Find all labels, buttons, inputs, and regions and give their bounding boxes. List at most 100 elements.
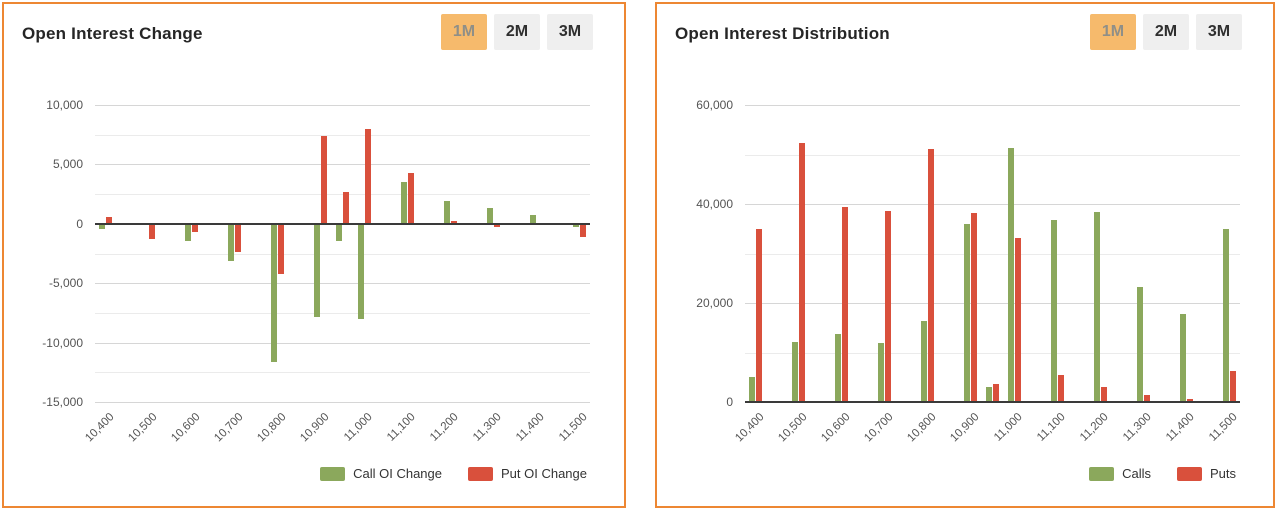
bar-call-10900[interactable]: [314, 224, 320, 317]
bar-call-10800[interactable]: [271, 224, 277, 362]
bar-put-11100[interactable]: [408, 173, 414, 223]
bar-put-10950[interactable]: [993, 384, 999, 402]
gridline: [745, 204, 1240, 205]
bar-call-10400[interactable]: [749, 377, 755, 402]
legend-swatch: [1176, 466, 1202, 481]
x-axis-tick-label: 11,500: [556, 411, 590, 444]
gridline: [95, 283, 590, 284]
x-axis-tick-label: 10,700: [212, 411, 246, 445]
gridline: [95, 164, 590, 165]
x-axis-tick-label: 10,500: [775, 411, 810, 445]
range-button-group: 1M 2M 3M: [1090, 14, 1242, 50]
bar-call-10500[interactable]: [792, 342, 798, 402]
range-button-1m[interactable]: 1M: [441, 14, 487, 50]
bar-put-10600[interactable]: [192, 224, 198, 232]
bar-call-11500[interactable]: [573, 224, 579, 227]
bar-put-10800[interactable]: [928, 149, 934, 402]
bar-put-10400[interactable]: [756, 229, 762, 402]
range-button-group: 1M 2M 3M: [441, 14, 593, 50]
bar-call-11400[interactable]: [530, 215, 536, 223]
x-axis-tick-label: 10,400: [732, 411, 767, 445]
legend-label: Calls: [1122, 466, 1151, 481]
oi-distribution-panel: Open Interest Distribution 1M 2M 3M 60,0…: [655, 2, 1275, 508]
bar-call-11400[interactable]: [1180, 314, 1186, 402]
x-axis-tick-label: 10,500: [125, 411, 160, 445]
bar-put-10700[interactable]: [235, 224, 241, 252]
x-axis-line: [95, 223, 590, 225]
gridline: [95, 105, 590, 106]
bar-put-11500[interactable]: [1230, 371, 1236, 402]
bar-call-11200[interactable]: [1094, 212, 1100, 402]
bar-call-10900[interactable]: [964, 224, 970, 402]
y-axis-tick-label: -15,000: [42, 395, 83, 409]
gridline: [745, 155, 1240, 156]
bar-put-10500[interactable]: [149, 224, 155, 239]
bar-put-11100[interactable]: [1058, 375, 1064, 402]
oi-change-panel: Open Interest Change 1M 2M 3M 10,000 5,00…: [2, 2, 626, 508]
x-axis-tick-label: 11,100: [1034, 411, 1068, 444]
x-axis-tick-label: 10,700: [862, 411, 896, 445]
bar-put-10600[interactable]: [842, 207, 848, 402]
legend-item[interactable]: Call OI Change: [320, 466, 442, 481]
range-button-1m[interactable]: 1M: [1090, 14, 1136, 50]
bar-put-11300[interactable]: [494, 224, 500, 227]
oi-distribution-legend: Calls Puts: [1089, 466, 1236, 481]
bar-put-10500[interactable]: [799, 143, 805, 402]
bar-put-10400[interactable]: [106, 217, 112, 224]
bar-put-11000[interactable]: [365, 129, 371, 223]
bar-call-11500[interactable]: [1223, 229, 1229, 402]
y-axis-tick-label: 0: [76, 217, 83, 231]
bar-call-11200[interactable]: [444, 201, 450, 224]
bar-put-11400[interactable]: [1187, 399, 1193, 402]
legend-item[interactable]: Calls: [1089, 466, 1151, 481]
bar-put-10700[interactable]: [885, 211, 891, 402]
legend-item[interactable]: Puts: [1176, 466, 1236, 481]
x-axis-tick-label: 11,100: [384, 411, 418, 444]
gridline: [745, 105, 1240, 106]
oi-change-chart: 10,000 5,000 0 -5,000 -10,000 -15,000 10,400 10…: [4, 4, 624, 506]
bar-call-10700[interactable]: [878, 343, 884, 402]
legend-swatch: [468, 466, 493, 481]
y-axis-tick-label: 0: [726, 395, 733, 409]
range-button-3m[interactable]: 3M: [547, 14, 593, 50]
range-button-2m[interactable]: 2M: [1143, 14, 1189, 50]
range-button-3m[interactable]: 3M: [1196, 14, 1242, 50]
x-axis-tick-label: 11,400: [1163, 411, 1197, 444]
page-title: Open Interest Distribution: [675, 24, 890, 43]
bar-call-10800[interactable]: [921, 321, 927, 402]
bar-call-11300[interactable]: [1137, 287, 1143, 402]
bar-call-10600[interactable]: [835, 334, 841, 402]
gridline: [95, 343, 590, 344]
range-button-2m[interactable]: 2M: [494, 14, 540, 50]
bar-call-10700[interactable]: [228, 224, 234, 261]
bar-call-10400[interactable]: [99, 224, 105, 229]
bar-put-11300[interactable]: [1144, 395, 1150, 402]
bar-put-11000[interactable]: [1015, 238, 1021, 402]
bar-call-11000[interactable]: [1008, 148, 1014, 402]
bar-call-10950[interactable]: [986, 387, 992, 402]
bar-put-11200[interactable]: [451, 221, 457, 224]
bar-call-11100[interactable]: [401, 182, 407, 224]
bar-call-11100[interactable]: [1051, 220, 1057, 402]
bar-put-10950[interactable]: [343, 192, 349, 223]
bar-call-10600[interactable]: [185, 224, 191, 241]
gridline: [745, 254, 1240, 255]
y-axis-tick-label: 10,000: [46, 98, 83, 112]
bar-call-10950[interactable]: [336, 224, 342, 241]
bar-put-11200[interactable]: [1101, 387, 1107, 402]
bar-put-10900[interactable]: [321, 136, 327, 224]
bar-put-10900[interactable]: [971, 213, 977, 402]
legend-label: Puts: [1209, 466, 1236, 481]
gridline: [95, 313, 590, 314]
y-axis-tick-label: 20,000: [696, 296, 733, 310]
y-axis-tick-label: 40,000: [696, 197, 733, 211]
bar-call-11000[interactable]: [358, 224, 364, 319]
legend-item[interactable]: Put OI Change: [468, 466, 587, 481]
bar-call-11300[interactable]: [487, 208, 493, 223]
x-axis-line: [745, 401, 1240, 403]
bar-put-10800[interactable]: [278, 224, 284, 274]
gridline: [95, 402, 590, 403]
legend-swatch: [1089, 466, 1115, 481]
bar-put-11500[interactable]: [580, 224, 586, 237]
